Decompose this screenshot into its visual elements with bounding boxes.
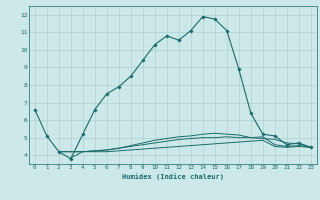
X-axis label: Humidex (Indice chaleur): Humidex (Indice chaleur) <box>122 173 224 180</box>
